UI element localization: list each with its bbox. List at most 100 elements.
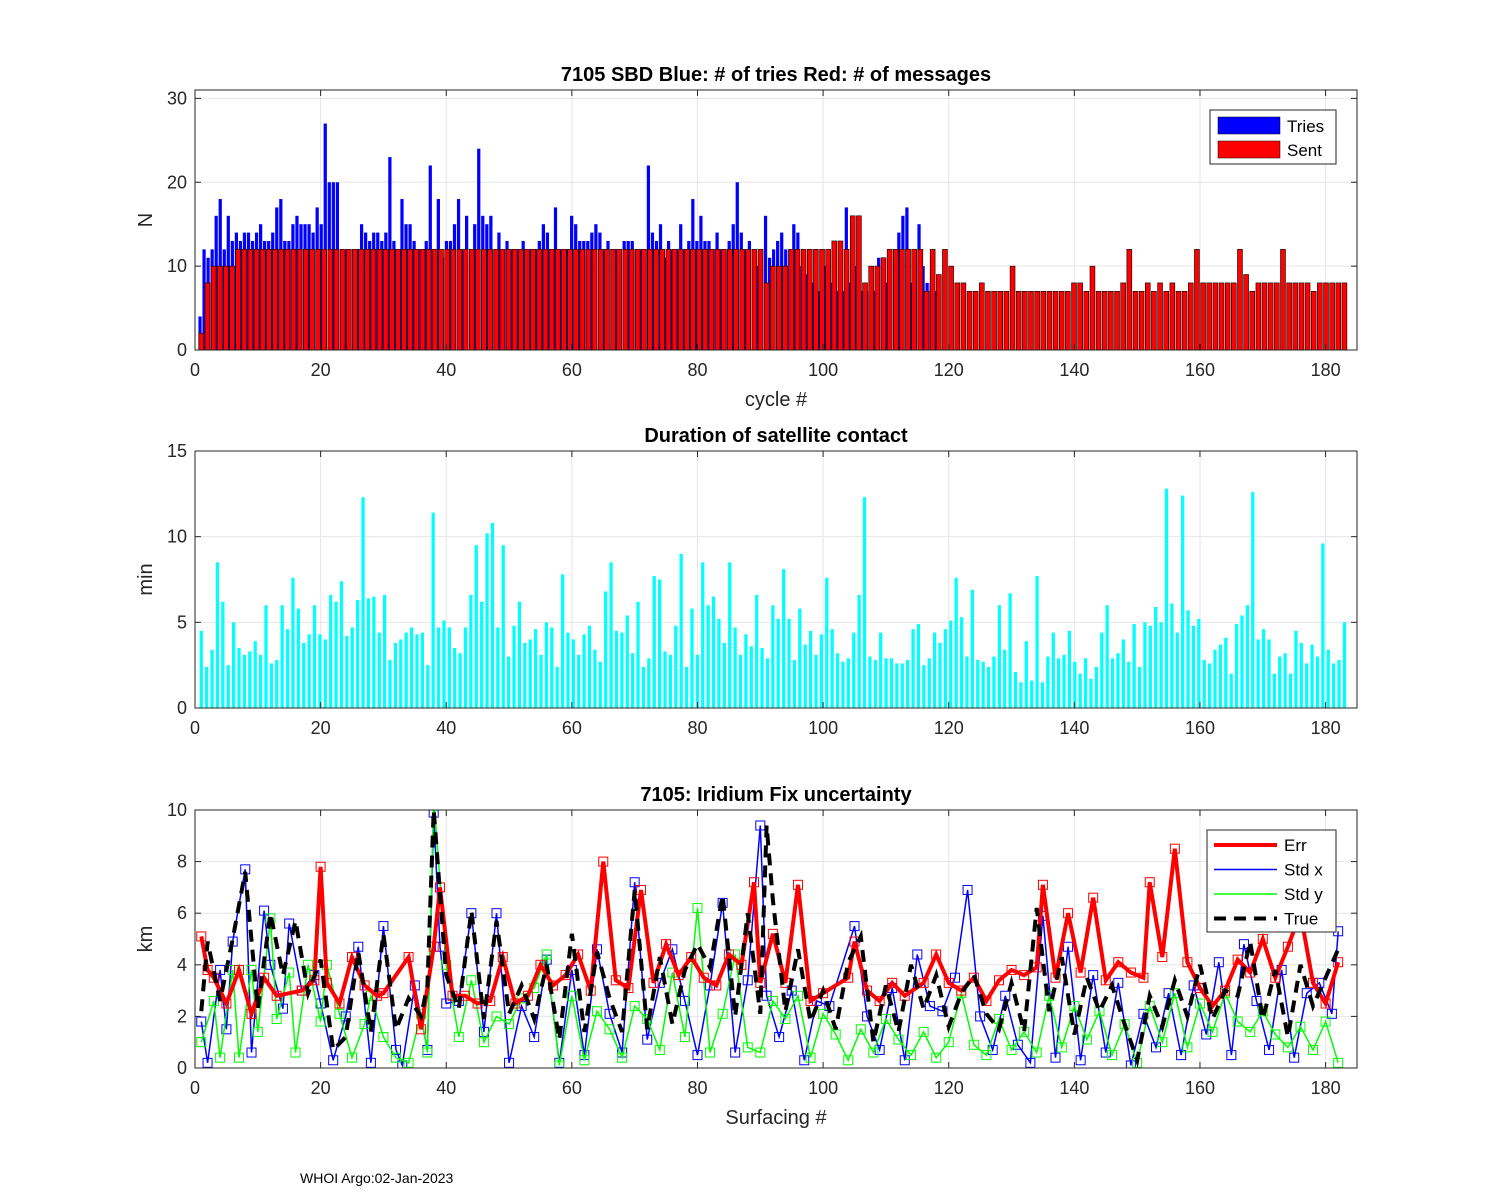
footer-stamp: WHOI Argo:02-Jan-2023 xyxy=(300,1170,454,1186)
duration-bar xyxy=(1040,682,1045,708)
y-tick-label: 10 xyxy=(167,800,187,820)
duration-bar xyxy=(1127,661,1131,708)
data-marker-std-x xyxy=(378,921,389,932)
duration-bar xyxy=(674,625,678,708)
sent-bar xyxy=(382,249,389,351)
duration-bar xyxy=(776,618,780,708)
sent-bar xyxy=(432,249,438,351)
duration-bar xyxy=(1175,632,1179,708)
data-marker-std-y xyxy=(1194,998,1205,1009)
sent-bar xyxy=(1095,290,1102,351)
duration-bar xyxy=(1159,622,1163,708)
sent-bar xyxy=(1317,282,1323,351)
x-tick-label: 120 xyxy=(934,718,964,738)
y-tick-label: 0 xyxy=(177,698,187,718)
duration-bar xyxy=(916,624,921,708)
data-marker-err xyxy=(993,975,1004,986)
series-line-true xyxy=(199,810,1341,1068)
duration-bar xyxy=(825,577,829,708)
sent-bar xyxy=(972,290,979,351)
data-marker-std-y xyxy=(566,990,577,1001)
duration-bar xyxy=(614,630,619,708)
data-marker-err xyxy=(698,972,709,983)
data-marker-err xyxy=(968,972,979,983)
duration-bar xyxy=(771,605,775,708)
sent-bar xyxy=(1231,282,1237,351)
duration-bar xyxy=(577,654,581,708)
sent-bar xyxy=(647,249,653,351)
duration-bar xyxy=(1305,663,1309,708)
data-marker-err xyxy=(1282,941,1293,952)
duration-bar xyxy=(954,577,958,708)
duration-bar xyxy=(533,629,538,708)
sent-bar xyxy=(1089,265,1096,351)
sent-bar xyxy=(1034,290,1040,351)
duration-bar xyxy=(1105,605,1109,708)
data-marker-err xyxy=(1320,998,1331,1009)
data-marker-std-y xyxy=(968,1039,979,1050)
legend-swatch-tries xyxy=(1217,116,1281,135)
duration-bar xyxy=(1164,488,1169,708)
duration-bar xyxy=(280,605,284,708)
duration-bar xyxy=(873,660,877,708)
sent-bar xyxy=(782,265,788,351)
sent-bar xyxy=(763,282,770,351)
sent-bar xyxy=(1255,282,1262,351)
sent-bar xyxy=(259,249,266,351)
duration-bar xyxy=(852,632,856,708)
duration-bar xyxy=(1132,624,1136,708)
data-marker-std-x xyxy=(975,1011,986,1022)
data-marker-std-y xyxy=(1232,1016,1243,1027)
duration-bar xyxy=(1143,622,1147,708)
duration-bar xyxy=(232,622,236,708)
y-tick-label: 0 xyxy=(177,1058,187,1078)
sent-bar xyxy=(1169,282,1176,351)
sent-bar xyxy=(899,249,905,351)
data-marker-std-x xyxy=(277,1003,288,1014)
duration-bar xyxy=(1288,673,1293,708)
x-tick-label: 40 xyxy=(436,360,456,380)
sent-bar xyxy=(481,249,487,351)
duration-bar xyxy=(706,605,710,708)
data-marker-std-y xyxy=(541,949,552,960)
sent-bar xyxy=(1212,282,1219,351)
duration-bar xyxy=(943,629,948,708)
duration-bar xyxy=(711,596,716,708)
legend-label-true: True xyxy=(1284,910,1318,929)
y-tick-label: 4 xyxy=(177,955,187,975)
sent-bar xyxy=(665,249,672,351)
duration-bar xyxy=(436,627,441,708)
duration-bar xyxy=(442,620,446,708)
data-marker-std-x xyxy=(504,1057,515,1068)
data-marker-std-x xyxy=(642,1034,653,1045)
sent-bar xyxy=(843,249,850,351)
data-marker-std-y xyxy=(604,1024,615,1035)
duration-bar xyxy=(242,654,247,708)
duration-bar xyxy=(1121,639,1125,708)
duration-bar xyxy=(507,656,511,708)
sent-bar xyxy=(401,249,407,351)
legend-label-std-y: Std y xyxy=(1284,885,1323,904)
sent-bar xyxy=(1058,290,1065,351)
duration-bar xyxy=(1283,653,1287,708)
sent-bar xyxy=(659,249,665,351)
data-marker-err xyxy=(792,879,803,890)
duration-bar xyxy=(361,497,365,708)
data-marker-std-y xyxy=(478,1037,489,1048)
duration-bar xyxy=(329,594,333,708)
duration-bar xyxy=(598,661,602,708)
sent-bar xyxy=(936,274,942,351)
x-tick-label: 140 xyxy=(1059,718,1089,738)
duration-bar xyxy=(1202,660,1206,708)
duration-bar xyxy=(544,622,549,708)
duration-bar xyxy=(1326,649,1330,708)
duration-bar xyxy=(269,663,273,708)
data-marker-std-x xyxy=(221,1024,232,1035)
y-tick-label: 20 xyxy=(167,172,187,192)
data-marker-std-y xyxy=(943,1037,954,1048)
duration-bar xyxy=(237,648,241,708)
data-marker-std-y xyxy=(855,1024,866,1035)
duration-bar xyxy=(415,634,419,708)
data-marker-std-x xyxy=(742,975,753,986)
data-marker-std-y xyxy=(303,959,314,970)
